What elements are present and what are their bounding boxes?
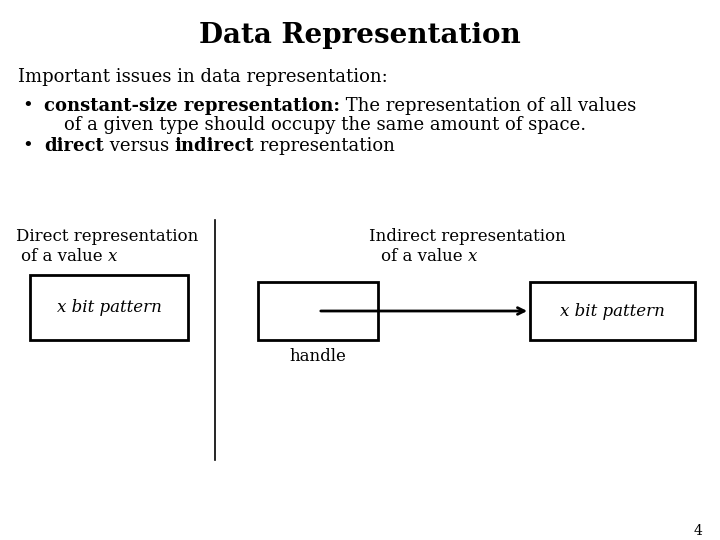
Bar — [30, 275, 188, 340]
Text: constant-size representation:: constant-size representation: — [44, 97, 340, 115]
Text: of a value: of a value — [381, 248, 467, 265]
Text: representation: representation — [254, 137, 395, 155]
Text: versus: versus — [104, 137, 175, 155]
Text: Important issues in data representation:: Important issues in data representation: — [18, 68, 388, 86]
Text: Indirect representation: Indirect representation — [369, 228, 566, 245]
Text: The representation of all values: The representation of all values — [340, 97, 636, 115]
Bar — [530, 282, 695, 340]
Text: x bit pattern: x bit pattern — [560, 302, 665, 320]
Text: direct: direct — [44, 137, 104, 155]
Bar — [258, 282, 378, 340]
Text: x bit pattern: x bit pattern — [57, 300, 161, 316]
Text: x: x — [107, 248, 117, 265]
Text: of a value: of a value — [21, 248, 107, 265]
Text: indirect: indirect — [175, 137, 254, 155]
Text: •: • — [22, 137, 32, 155]
Text: handle: handle — [289, 348, 346, 365]
Text: x: x — [467, 248, 477, 265]
Text: of a given type should occupy the same amount of space.: of a given type should occupy the same a… — [64, 116, 586, 134]
Text: Data Representation: Data Representation — [199, 22, 521, 49]
Text: •: • — [22, 97, 32, 115]
Text: 4: 4 — [693, 524, 702, 538]
Text: Direct representation: Direct representation — [17, 228, 199, 245]
